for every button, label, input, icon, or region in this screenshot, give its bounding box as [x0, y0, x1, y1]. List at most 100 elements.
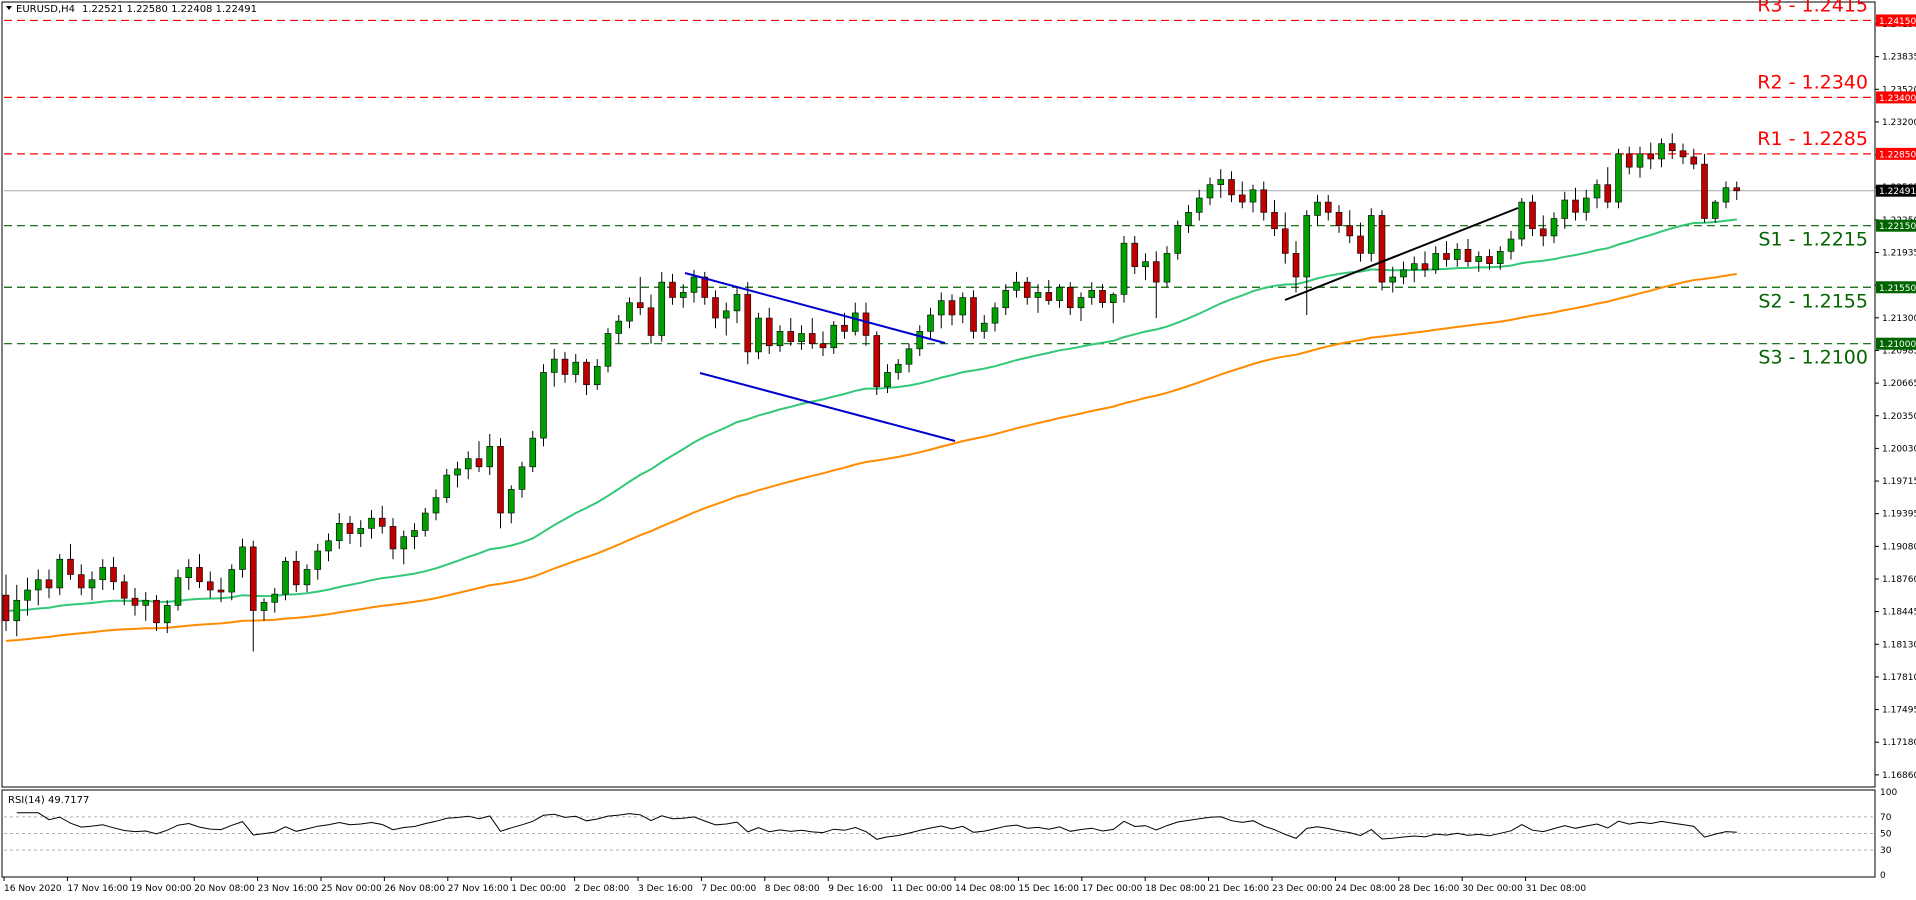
candle	[593, 359, 601, 390]
candle	[1464, 239, 1472, 267]
candle-body	[722, 310, 730, 319]
candle	[142, 592, 150, 621]
candle-body	[970, 297, 977, 332]
candle	[873, 331, 881, 396]
rsi-tick-label: 30	[1880, 846, 1892, 856]
candle	[905, 343, 913, 373]
candle-body	[776, 331, 784, 347]
candle	[1260, 181, 1268, 221]
rsi-tick-label: 50	[1880, 830, 1892, 840]
candle	[497, 438, 504, 529]
candle	[776, 325, 784, 352]
candle-body	[249, 546, 257, 611]
time-tick-label: 20 Nov 08:00	[194, 884, 255, 894]
candle-body	[862, 312, 870, 336]
candle	[712, 290, 719, 329]
candle-body	[1582, 197, 1590, 213]
candle	[937, 292, 945, 329]
candle	[1357, 222, 1364, 262]
price-tick-label: 1.19715	[1882, 477, 1916, 487]
candle-body	[303, 569, 311, 586]
candle-body	[67, 558, 74, 575]
candle	[615, 314, 623, 344]
candle	[196, 554, 203, 588]
candle-body	[196, 567, 203, 583]
candle	[1131, 235, 1139, 274]
candle-body	[120, 581, 128, 599]
candle	[518, 461, 526, 498]
ascending-trendline[interactable]	[1284, 207, 1519, 301]
candle	[948, 294, 956, 326]
candle-body	[1099, 290, 1106, 303]
candle	[1281, 212, 1289, 264]
candle	[303, 564, 311, 593]
candle	[357, 520, 365, 547]
candle	[916, 325, 924, 357]
level-price-tag-text: 1.21000	[1879, 340, 1916, 350]
candle-body	[1722, 187, 1730, 203]
candle	[722, 302, 730, 336]
price-tick-label: 1.18130	[1882, 640, 1916, 650]
candle	[572, 353, 580, 383]
time-tick-label: 24 Dec 08:00	[1335, 884, 1396, 894]
rsi-tick-label: 0	[1880, 871, 1886, 881]
candle	[959, 292, 967, 324]
candle-body	[550, 358, 558, 373]
price-tick-label: 1.20350	[1882, 412, 1916, 422]
candle	[1335, 205, 1343, 233]
candle-body	[572, 361, 580, 375]
level-lines: R3 - 1.2415 R2 - 1.2340 R1 - 1.2285 S1 - 1.…	[4, 0, 1874, 369]
drawn-trendlines[interactable]	[684, 207, 1519, 442]
candle-body	[561, 358, 569, 375]
channel-upper-line[interactable]	[684, 272, 946, 344]
candle	[120, 574, 128, 606]
candle	[1733, 181, 1741, 201]
candle	[206, 571, 214, 599]
channel-lower-line[interactable]	[699, 372, 956, 442]
level-price-tag-text: 1.22850	[1879, 150, 1916, 160]
price-tick-label: 1.23835	[1882, 53, 1916, 63]
candle-body	[1324, 201, 1332, 213]
candle	[378, 505, 386, 534]
candle	[1066, 282, 1074, 315]
collapse-arrow-icon[interactable]	[6, 6, 12, 10]
symbol-timeframe: EURUSD,H4	[16, 4, 75, 15]
candle-body	[1421, 263, 1429, 271]
candle	[991, 302, 999, 332]
candle-body	[1195, 197, 1203, 213]
candle-body	[153, 599, 160, 624]
candle	[1056, 284, 1063, 308]
candle	[249, 540, 257, 652]
candle-body	[1604, 184, 1612, 203]
candle	[1582, 189, 1590, 221]
candle-body	[615, 320, 623, 334]
candle-body	[1367, 215, 1375, 254]
candle-body	[1615, 153, 1622, 203]
candle	[1701, 153, 1708, 223]
candle	[1002, 284, 1010, 315]
price-tick-label: 1.16860	[1882, 771, 1916, 781]
candle	[1217, 169, 1225, 198]
candle	[1324, 194, 1332, 221]
candle	[626, 297, 633, 329]
candle	[77, 564, 85, 596]
candle-body	[1281, 228, 1289, 254]
candle	[808, 318, 816, 349]
rsi-panel-frame	[1, 789, 1876, 878]
main-panel-frame	[1, 1, 1876, 788]
candle-body	[937, 300, 945, 316]
candle-body	[1109, 294, 1117, 303]
candle-body	[1400, 269, 1407, 278]
price-tick-label: 1.17810	[1882, 673, 1916, 683]
candle	[927, 307, 934, 339]
candle	[1593, 179, 1601, 209]
candle	[733, 287, 741, 324]
candle-body	[647, 307, 655, 336]
level-label-r2: R2 - 1.2340	[1757, 71, 1868, 93]
price-tick-label: 1.21300	[1882, 314, 1916, 324]
price-axis[interactable]: 1.241501.238351.235201.232001.228801.225…	[1875, 20, 1916, 781]
candle	[1238, 181, 1246, 209]
candle-body	[1625, 153, 1633, 168]
candle-body	[497, 446, 504, 514]
